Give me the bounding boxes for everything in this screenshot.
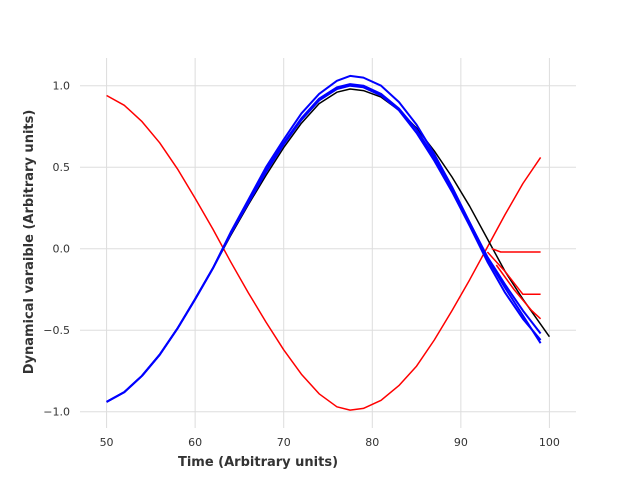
y-tick-label: −0.5 [43, 324, 70, 337]
series-line-2 [106, 83, 542, 403]
y-axis-label: Dynamical varaible (Arbitrary units) [22, 110, 37, 375]
series-line-1 [106, 88, 551, 403]
x-tick-label: 60 [188, 436, 202, 449]
grid-layer [80, 58, 576, 428]
x-axis-label: Time (Arbitrary units) [178, 455, 338, 470]
series-line-4 [106, 84, 542, 403]
y-tick-label: 1.0 [53, 80, 71, 93]
x-tick-label: 50 [100, 436, 114, 449]
series-line-6 [486, 251, 541, 296]
x-tick-label: 80 [365, 436, 379, 449]
x-tick-label: 70 [277, 436, 291, 449]
series-line-5 [491, 247, 541, 253]
y-tick-label: −1.0 [43, 406, 70, 419]
x-tick-label: 100 [539, 436, 560, 449]
x-tick-labels: 50 60 70 80 90 100 [100, 436, 560, 449]
x-tick-label: 90 [454, 436, 468, 449]
y-tick-label: 0.5 [53, 161, 71, 174]
series-line-0 [106, 94, 542, 411]
series-layer [106, 74, 551, 411]
y-tick-label: 0.0 [53, 243, 71, 256]
series-line-7 [495, 264, 542, 320]
y-tick-labels: −1.0 −0.5 0.0 0.5 1.0 [43, 80, 70, 419]
